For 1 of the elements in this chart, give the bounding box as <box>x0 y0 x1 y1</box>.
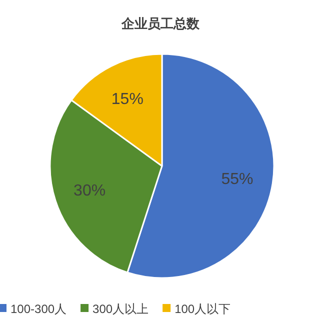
title: 企业员工总数 <box>122 16 200 31</box>
